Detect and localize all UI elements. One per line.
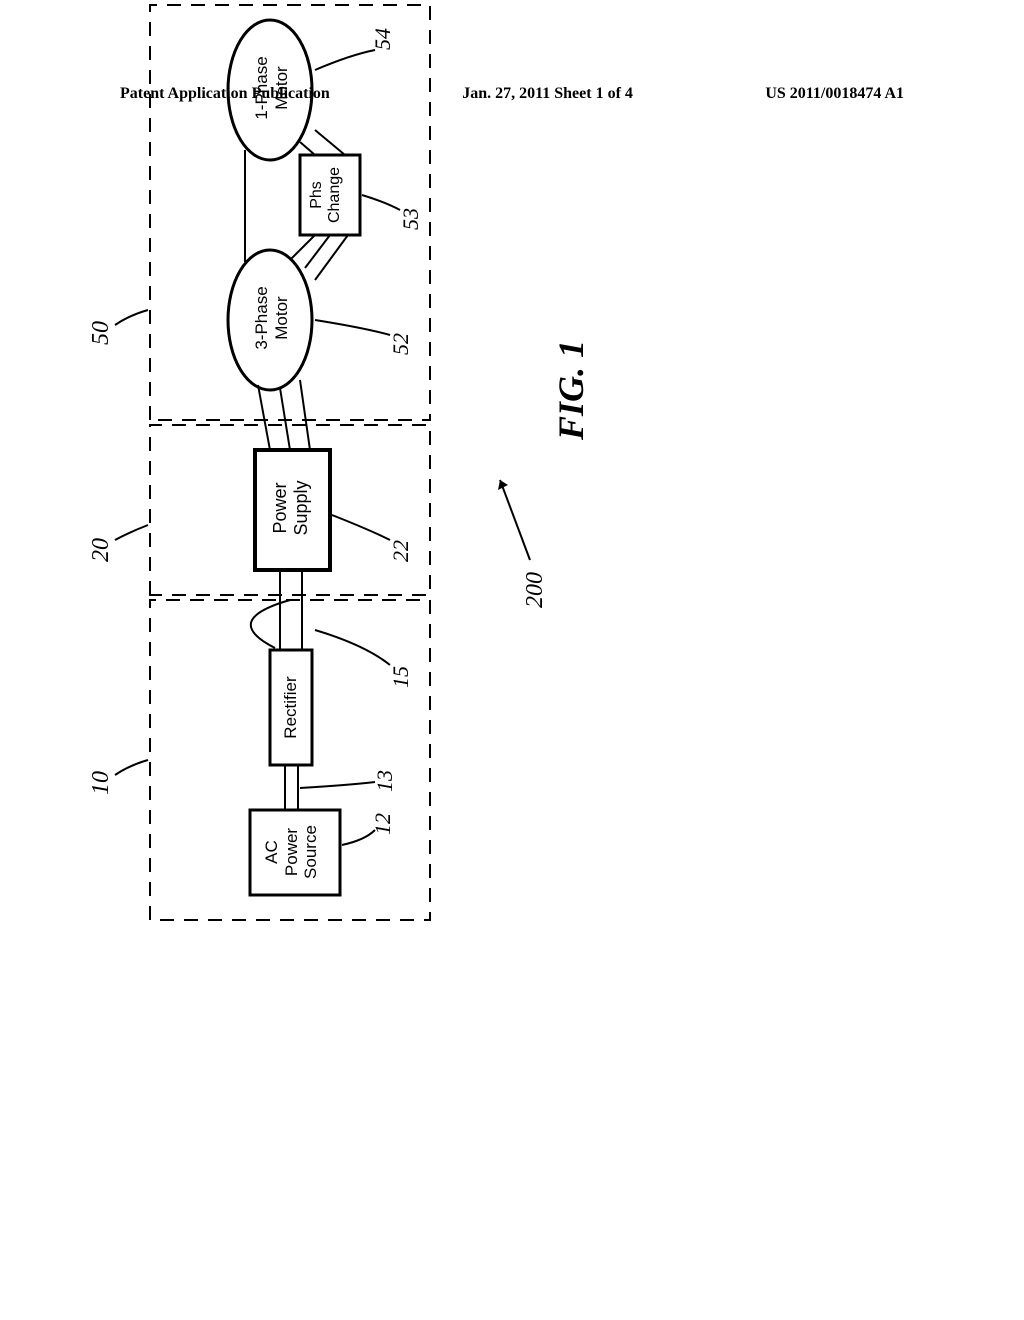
ref-10: 10 (88, 771, 115, 795)
ref-54: 54 (370, 28, 396, 50)
ref-200: 200 (522, 572, 549, 608)
motor-3phase-label: 3-PhaseMotor (252, 268, 291, 368)
ac-source-label: ACPowerSource (262, 816, 321, 888)
ref-53: 53 (398, 208, 424, 230)
motor-1phase-label: 1-PhaseMotor (252, 38, 291, 138)
ref-50: 50 (88, 321, 115, 345)
header-right: US 2011/0018474 A1 (765, 85, 904, 103)
ref-22: 22 (388, 540, 414, 562)
rectifier-label: Rectifier (281, 660, 301, 755)
ref-52: 52 (388, 333, 414, 355)
figure-label: FIG. 1 (550, 340, 592, 440)
ref-12: 12 (370, 813, 396, 835)
ref-15: 15 (388, 666, 414, 688)
ref-20: 20 (88, 538, 115, 562)
ref-13: 13 (372, 770, 398, 792)
phs-change-label: PhsChange (308, 160, 345, 230)
power-supply-label: PowerSupply (270, 458, 311, 558)
figure-area: ACPowerSource Rectifier PowerSupply 3-Ph… (0, 290, 920, 940)
